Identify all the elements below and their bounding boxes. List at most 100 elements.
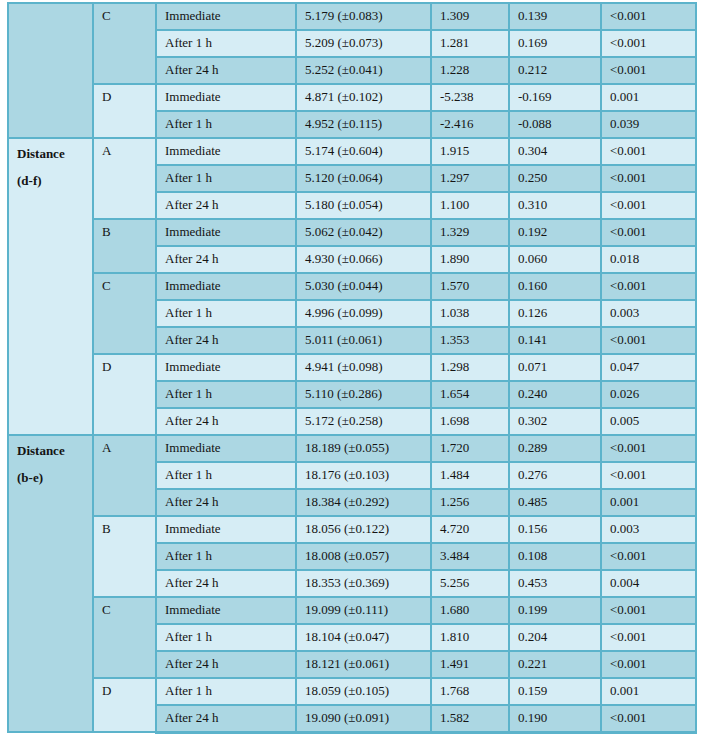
value-cell: 18.384 (±0.292) (296, 489, 431, 516)
time-cell: After 1 h (156, 543, 296, 570)
stat2-cell: 0.250 (509, 165, 601, 192)
time-cell: Immediate (156, 516, 296, 543)
stat2-cell: 0.310 (509, 192, 601, 219)
value-cell: 18.104 (±0.047) (296, 624, 431, 651)
p-value-cell: <0.001 (601, 138, 696, 165)
stat1-cell: 1.698 (431, 408, 509, 435)
value-cell: 5.120 (±0.064) (296, 165, 431, 192)
stat2-cell: 0.304 (509, 138, 601, 165)
time-cell: Immediate (156, 84, 296, 111)
value-cell: 5.179 (±0.083) (296, 3, 431, 30)
stat2-cell: 0.156 (509, 516, 601, 543)
stat2-cell: 0.302 (509, 408, 601, 435)
value-cell: 18.189 (±0.055) (296, 435, 431, 462)
stat1-cell: 1.654 (431, 381, 509, 408)
time-cell: After 1 h (156, 624, 296, 651)
p-value-cell: <0.001 (601, 30, 696, 57)
value-cell: 5.062 (±0.042) (296, 219, 431, 246)
table-row: BImmediate5.062 (±0.042)1.3290.192<0.001 (8, 219, 696, 246)
time-cell: After 24 h (156, 327, 296, 354)
value-cell: 5.030 (±0.044) (296, 273, 431, 300)
value-cell: 5.209 (±0.073) (296, 30, 431, 57)
p-value-cell: 0.001 (601, 678, 696, 705)
time-cell: Immediate (156, 138, 296, 165)
stat2-cell: 0.192 (509, 219, 601, 246)
value-cell: 5.011 (±0.061) (296, 327, 431, 354)
stat1-cell: 1.890 (431, 246, 509, 273)
time-cell: After 24 h (156, 489, 296, 516)
stat2-cell: 0.190 (509, 705, 601, 732)
value-cell: 18.056 (±0.122) (296, 516, 431, 543)
value-cell: 4.952 (±0.115) (296, 111, 431, 138)
stat1-cell: 1.228 (431, 57, 509, 84)
table-row: BImmediate18.056 (±0.122)4.7200.1560.003 (8, 516, 696, 543)
time-cell: Immediate (156, 3, 296, 30)
time-cell: After 1 h (156, 30, 296, 57)
group-letter-cell: D (93, 354, 156, 435)
page: CImmediate5.179 (±0.083)1.3090.139<0.001… (0, 0, 702, 747)
stat1-cell: 1.100 (431, 192, 509, 219)
value-cell: 5.110 (±0.286) (296, 381, 431, 408)
value-cell: 5.174 (±0.604) (296, 138, 431, 165)
stat2-cell: 0.060 (509, 246, 601, 273)
p-value-cell: 0.003 (601, 300, 696, 327)
stat2-cell: 0.289 (509, 435, 601, 462)
stat2-cell: 0.204 (509, 624, 601, 651)
time-cell: After 1 h (156, 462, 296, 489)
value-cell: 18.353 (±0.369) (296, 570, 431, 597)
value-cell: 5.180 (±0.054) (296, 192, 431, 219)
p-value-cell: <0.001 (601, 543, 696, 570)
stat2-cell: 0.240 (509, 381, 601, 408)
group-letter-cell: B (93, 219, 156, 273)
stat2-cell: 0.212 (509, 57, 601, 84)
table-row: Distance (d-f)AImmediate5.174 (±0.604)1.… (8, 138, 696, 165)
time-cell: After 24 h (156, 570, 296, 597)
time-cell: After 1 h (156, 111, 296, 138)
group-letter-cell: A (93, 435, 156, 516)
p-value-cell: <0.001 (601, 219, 696, 246)
value-cell: 18.008 (±0.057) (296, 543, 431, 570)
value-cell: 18.059 (±0.105) (296, 678, 431, 705)
p-value-cell: <0.001 (601, 327, 696, 354)
p-value-cell: 0.005 (601, 408, 696, 435)
stat2-cell: 0.485 (509, 489, 601, 516)
value-cell: 4.996 (±0.099) (296, 300, 431, 327)
stat1-cell: 1.329 (431, 219, 509, 246)
group-letter-cell: B (93, 516, 156, 597)
stat1-cell: 1.309 (431, 3, 509, 30)
section-label-cell: Distance (b-e) (8, 435, 93, 732)
table-body: CImmediate5.179 (±0.083)1.3090.139<0.001… (8, 3, 696, 732)
stat2-cell: 0.139 (509, 3, 601, 30)
table-row: Distance (b-e)AImmediate18.189 (±0.055)1… (8, 435, 696, 462)
value-cell: 4.930 (±0.066) (296, 246, 431, 273)
table-row: CImmediate5.030 (±0.044)1.5700.160<0.001 (8, 273, 696, 300)
stat1-cell: 1.353 (431, 327, 509, 354)
p-value-cell: 0.047 (601, 354, 696, 381)
stat1-cell: 1.810 (431, 624, 509, 651)
time-cell: After 24 h (156, 705, 296, 732)
stat2-cell: 0.159 (509, 678, 601, 705)
stat2-cell: 0.071 (509, 354, 601, 381)
p-value-cell: 0.001 (601, 489, 696, 516)
time-cell: After 24 h (156, 246, 296, 273)
stat1-cell: 1.256 (431, 489, 509, 516)
p-value-cell: <0.001 (601, 3, 696, 30)
time-cell: After 24 h (156, 57, 296, 84)
p-value-cell: <0.001 (601, 597, 696, 624)
p-value-cell: <0.001 (601, 624, 696, 651)
p-value-cell: 0.026 (601, 381, 696, 408)
value-cell: 18.176 (±0.103) (296, 462, 431, 489)
stat1-cell: 5.256 (431, 570, 509, 597)
time-cell: After 1 h (156, 678, 296, 705)
stat2-cell: 0.160 (509, 273, 601, 300)
stat1-cell: 3.484 (431, 543, 509, 570)
group-letter-cell: A (93, 138, 156, 219)
stat2-cell: 0.141 (509, 327, 601, 354)
value-cell: 5.172 (±0.258) (296, 408, 431, 435)
value-cell: 4.871 (±0.102) (296, 84, 431, 111)
stat1-cell: 4.720 (431, 516, 509, 543)
time-cell: Immediate (156, 597, 296, 624)
p-value-cell: 0.003 (601, 516, 696, 543)
table-row: DImmediate4.871 (±0.102)-5.238-0.1690.00… (8, 84, 696, 111)
p-value-cell: 0.018 (601, 246, 696, 273)
